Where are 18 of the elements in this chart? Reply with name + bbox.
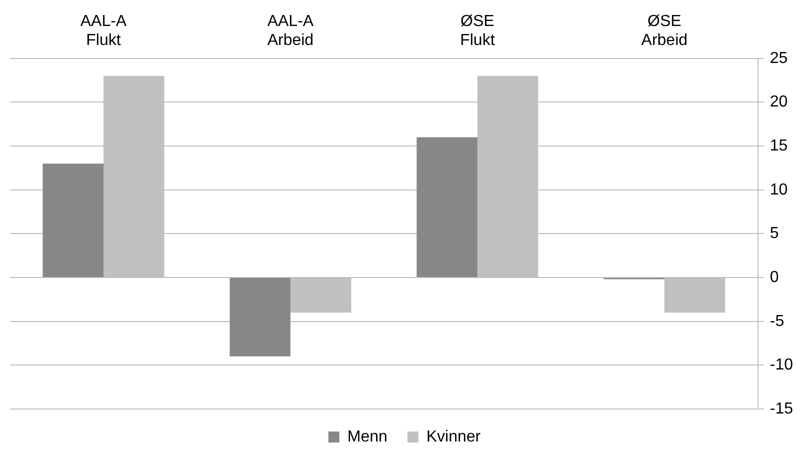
legend-label: Kvinner [426,428,482,446]
y-tick-label: -5 [770,312,784,330]
y-tick-label: 15 [770,137,788,154]
bar [42,164,104,278]
x-tick-label: AAL-A Flukt [80,13,127,50]
y-tick-label: -15 [770,400,794,418]
y-tick-label: 0 [770,268,779,286]
y-tick-label: 20 [770,94,788,111]
y-tick-label: -10 [770,356,794,374]
y-tick-label: 25 [770,50,788,67]
x-tick-label: AAL-A Arbeid [267,13,314,50]
bar [416,137,478,278]
x-tick-label: ØSE Arbeid [641,13,688,50]
y-tick-label: 10 [770,181,788,198]
x-tick-label: ØSE Flukt [460,13,496,50]
y-tick-label: 5 [770,225,779,242]
bar [230,278,290,356]
legend-label: Menn [347,428,388,446]
